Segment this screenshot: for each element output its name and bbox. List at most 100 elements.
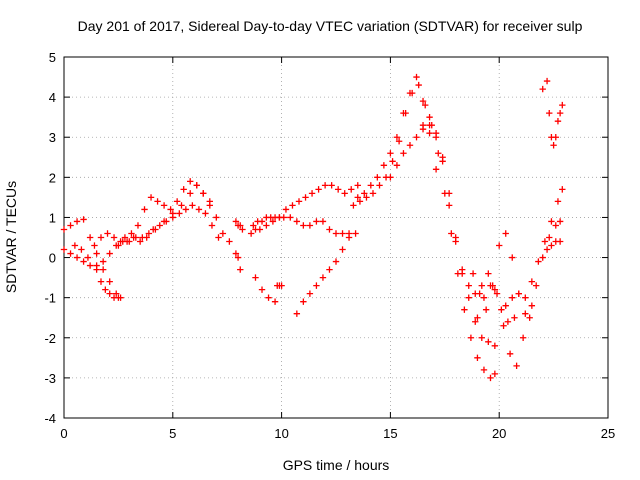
data-point: [554, 198, 562, 205]
data-point: [354, 194, 361, 201]
data-point: [113, 290, 120, 297]
data-point: [487, 374, 494, 382]
data-point: [256, 226, 264, 233]
data-point: [154, 198, 161, 205]
data-point: [369, 190, 377, 197]
x-tick-label: 20: [492, 426, 506, 441]
data-point: [117, 238, 124, 245]
data-point: [374, 174, 381, 181]
data-point: [476, 290, 483, 297]
data-point: [332, 230, 340, 237]
data-point: [306, 290, 314, 297]
data-point: [187, 178, 194, 185]
data-point: [413, 73, 420, 81]
data-point: [121, 234, 129, 241]
series-sat-r: [502, 186, 566, 309]
data-point: [348, 186, 355, 193]
y-tick-label: -3: [44, 371, 56, 386]
data-point: [326, 266, 333, 273]
data-point: [219, 230, 227, 237]
data-point: [99, 258, 107, 265]
data-point: [73, 218, 81, 225]
data-point: [332, 258, 340, 265]
x-tick-label: 15: [383, 426, 397, 441]
data-point: [180, 186, 187, 193]
series-sat-m: [350, 81, 499, 382]
data-point: [287, 214, 294, 221]
data-point: [319, 218, 327, 225]
data-point: [278, 282, 285, 289]
data-point: [319, 274, 327, 281]
data-point: [239, 226, 246, 233]
data-point: [413, 134, 420, 141]
y-tick-label: 0: [49, 251, 56, 266]
series-sat-p: [469, 230, 536, 317]
data-point: [141, 206, 148, 213]
data-point: [78, 246, 85, 253]
data-point: [293, 218, 301, 225]
data-point: [467, 334, 475, 341]
data-point: [263, 222, 270, 229]
data-point: [493, 290, 501, 297]
data-point: [67, 222, 74, 229]
data-point: [156, 222, 163, 229]
data-point: [491, 286, 499, 293]
chart-title: Day 201 of 2017, Sidereal Day-to-day VTE…: [78, 18, 583, 34]
data-point: [93, 266, 100, 273]
data-point: [73, 254, 81, 261]
data-point: [232, 250, 240, 257]
series-sat-d: [93, 266, 122, 301]
data-point: [522, 294, 529, 301]
data-point: [106, 278, 113, 285]
data-point: [393, 162, 401, 169]
data-point: [528, 302, 536, 309]
data-point: [559, 101, 566, 109]
data-point: [169, 214, 176, 221]
data-point: [395, 138, 403, 145]
series-sat-j: [252, 274, 285, 305]
data-point: [97, 234, 105, 241]
data-point: [145, 230, 153, 237]
data-point: [509, 254, 516, 261]
data-point: [422, 101, 429, 109]
data-point: [387, 150, 394, 157]
data-point: [300, 298, 307, 305]
data-point: [498, 306, 505, 313]
x-tick-labels: 0 5 10 15 20 25: [60, 426, 615, 441]
data-point: [543, 77, 551, 85]
series-sat-b: [60, 182, 233, 269]
data-point: [535, 258, 542, 265]
data-point: [543, 246, 551, 253]
series-sat-c: [71, 230, 137, 261]
data-point: [258, 286, 266, 293]
data-point: [541, 238, 549, 245]
data-point: [480, 366, 488, 374]
data-point: [67, 250, 74, 257]
data-point: [452, 234, 459, 241]
data-point: [202, 210, 209, 217]
y-tick-label: -4: [44, 411, 56, 426]
data-point: [252, 274, 259, 281]
data-point: [339, 246, 346, 253]
data-point: [163, 218, 170, 225]
data-point: [459, 266, 466, 273]
data-point: [474, 354, 481, 362]
series-sat-i: [250, 214, 359, 237]
data-point: [300, 222, 307, 229]
grid: [64, 57, 608, 418]
data-point: [419, 126, 427, 133]
data-point: [106, 250, 113, 257]
data-point: [445, 190, 453, 197]
data-point: [556, 218, 564, 225]
data-point: [554, 117, 562, 125]
data-point: [509, 294, 516, 301]
data-point: [106, 290, 113, 297]
series-sat-l: [354, 73, 440, 201]
data-point: [167, 206, 174, 213]
data-point: [176, 210, 183, 217]
plot-frame: [63, 56, 609, 419]
data-point: [461, 306, 468, 313]
data-point: [269, 218, 277, 225]
series-sat-s: [539, 77, 566, 149]
data-point: [350, 202, 357, 209]
